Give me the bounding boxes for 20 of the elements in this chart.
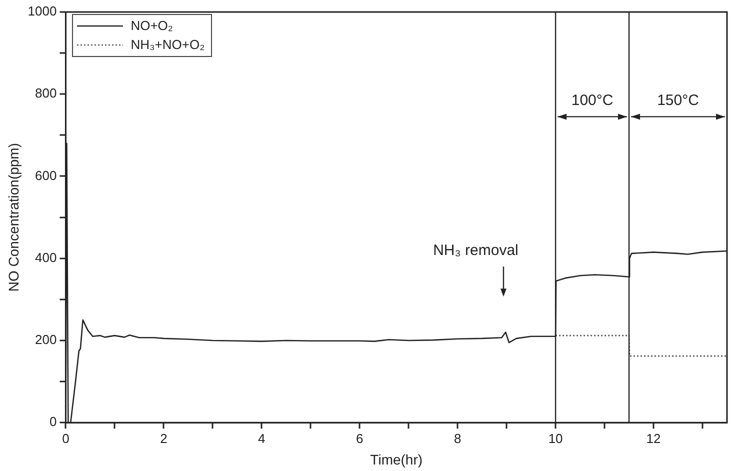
x-tick-label: 0 xyxy=(62,430,70,446)
legend-label: NO+O₂ xyxy=(130,18,173,33)
x-tick-label: 2 xyxy=(160,430,168,446)
y-tick-label: 200 xyxy=(35,332,57,348)
x-tick-label: 10 xyxy=(548,430,563,446)
x-tick-label: 12 xyxy=(646,430,661,446)
x-tick-label: 8 xyxy=(454,430,462,446)
x-tick-label: 4 xyxy=(258,430,266,446)
annotation: NH₃ removal xyxy=(433,242,518,259)
annotation: 100°C xyxy=(571,92,614,110)
y-tick-label: 1000 xyxy=(28,4,57,19)
y-tick-label: 400 xyxy=(35,250,57,265)
y-tick-label: 600 xyxy=(35,168,57,183)
y-axis-title: NO Concentration(ppm) xyxy=(5,142,22,292)
y-tick-label: 800 xyxy=(35,86,57,101)
x-axis-title: Time(hr) xyxy=(370,451,423,468)
legend-label: NH₃+NO+O₂ xyxy=(130,37,205,52)
annotation: 150°C xyxy=(657,92,700,110)
x-tick-label: 6 xyxy=(356,430,364,446)
y-tick-label: 0 xyxy=(49,414,57,430)
